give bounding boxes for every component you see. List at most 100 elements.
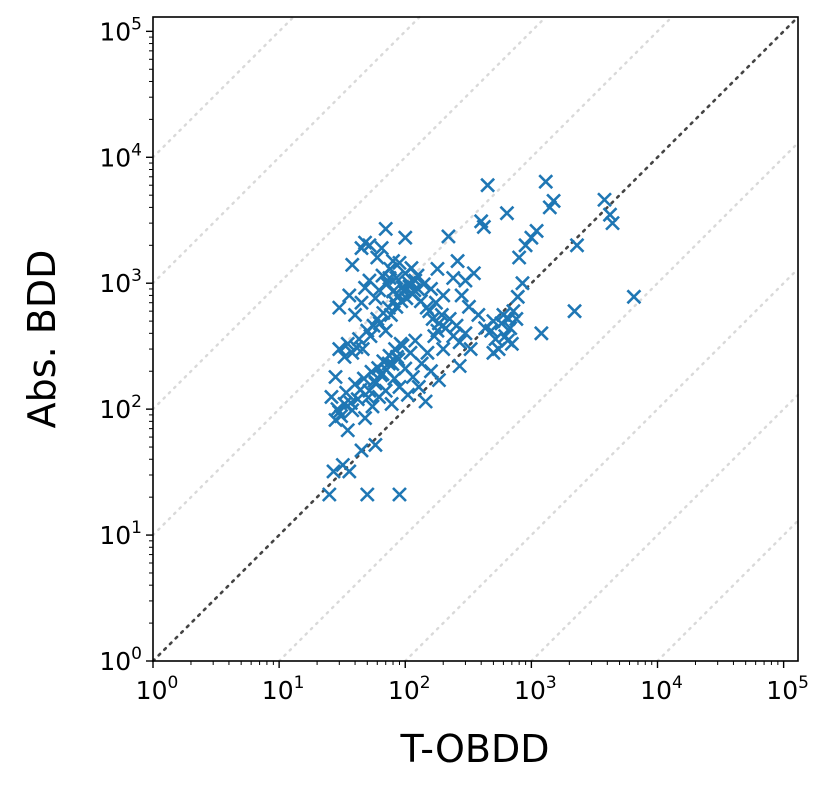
data-point-116 — [378, 221, 394, 237]
data-point-91 — [341, 287, 357, 303]
data-point-168 — [597, 192, 612, 208]
data-point-108 — [406, 282, 422, 298]
data-point-30 — [405, 369, 421, 385]
data-point-6 — [354, 443, 369, 458]
data-point-135 — [450, 253, 466, 269]
y-tick-label-2: 102 — [99, 392, 142, 424]
data-point-38 — [431, 372, 447, 388]
data-point-162 — [533, 325, 549, 341]
data-point-3 — [326, 464, 341, 479]
data-point-110 — [344, 257, 360, 273]
data-point-159 — [518, 237, 534, 253]
data-point-92 — [347, 307, 363, 323]
data-point-124 — [434, 307, 450, 323]
data-point-140 — [470, 307, 486, 323]
y-tick-label-0: 100 — [99, 644, 142, 676]
data-point-158 — [515, 275, 530, 291]
data-point-39 — [435, 341, 451, 357]
data-point-5 — [341, 464, 357, 479]
data-point-35 — [420, 345, 435, 361]
reference-line-1 — [530, 393, 800, 663]
reference-line-2 — [404, 267, 800, 663]
data-point-22 — [384, 396, 400, 412]
data-point-157 — [511, 250, 527, 265]
data-point-175 — [495, 307, 511, 323]
data-point-0 — [321, 487, 337, 502]
data-point-143 — [480, 177, 496, 193]
data-point-32 — [411, 379, 427, 395]
data-point-166 — [567, 303, 582, 319]
data-point-67 — [355, 341, 371, 357]
data-point-171 — [626, 289, 642, 305]
data-point-115 — [374, 240, 390, 256]
data-point-1 — [359, 487, 375, 502]
data-point-169 — [602, 207, 618, 223]
data-point-90 — [331, 300, 347, 316]
data-point-60 — [328, 369, 343, 385]
data-point-63 — [340, 336, 356, 352]
data-point-7 — [367, 437, 383, 453]
data-point-34 — [418, 394, 434, 409]
reference-line-6 — [151, 15, 421, 285]
data-point-121 — [425, 311, 441, 327]
data-point-134 — [445, 270, 461, 286]
data-point-96 — [367, 290, 383, 306]
data-point-152 — [502, 320, 518, 336]
data-point-74 — [378, 323, 394, 339]
data-point-117 — [385, 253, 401, 269]
x-tick-label-4: 104 — [640, 673, 683, 705]
data-point-59 — [393, 336, 409, 352]
data-point-139 — [466, 265, 482, 281]
data-point-129 — [452, 334, 468, 350]
data-point-41 — [330, 401, 345, 417]
data-point-173 — [458, 325, 473, 341]
data-point-109 — [410, 268, 425, 283]
data-point-163 — [538, 174, 554, 190]
y-axis-label: Abs. BDD — [20, 250, 64, 429]
reference-line-3 — [277, 141, 800, 663]
data-point-42 — [333, 408, 349, 424]
data-point-172 — [452, 358, 468, 374]
data-point-58 — [390, 352, 406, 367]
data-point-31 — [407, 333, 423, 349]
data-point-28 — [400, 387, 416, 403]
data-point-131 — [430, 261, 445, 277]
x-tick-label-3: 103 — [514, 673, 557, 705]
data-point-2 — [392, 487, 407, 502]
reference-line-7 — [151, 15, 295, 159]
x-tick-label-5: 105 — [766, 673, 809, 705]
data-point-165 — [546, 193, 562, 209]
data-point-156 — [510, 289, 526, 305]
y-tick-label-5: 105 — [99, 14, 142, 46]
identity-diagonal — [151, 15, 800, 663]
x-tick-label-0: 100 — [136, 673, 179, 705]
data-point-76 — [383, 307, 399, 323]
data-point-176 — [500, 333, 516, 349]
data-point-179 — [430, 323, 445, 339]
data-point-132 — [435, 287, 451, 303]
data-point-61 — [331, 341, 347, 357]
data-point-8 — [340, 422, 356, 438]
data-point-130 — [423, 281, 439, 297]
data-point-69 — [363, 328, 378, 344]
data-point-161 — [529, 223, 545, 239]
data-point-118 — [397, 230, 413, 246]
data-point-133 — [441, 229, 456, 244]
y-tick-label-4: 104 — [99, 140, 142, 172]
plot-frame — [152, 16, 799, 662]
data-point-48 — [360, 389, 376, 405]
data-point-101 — [385, 284, 401, 299]
data-point-88 — [416, 276, 432, 292]
data-point-40 — [324, 389, 339, 405]
data-point-155 — [508, 311, 524, 327]
x-axis-label: T-OBDD — [400, 727, 550, 771]
data-point-142 — [476, 219, 492, 235]
reference-line-0 — [656, 519, 800, 663]
reference-line-5 — [151, 15, 547, 411]
tick-labels: 100 101 102 103 104 105 100 101 102 103 104 105 — [99, 14, 809, 705]
data-point-62 — [337, 349, 352, 365]
data-point-174 — [463, 341, 479, 357]
data-point-119 — [382, 270, 397, 286]
data-point-136 — [454, 287, 470, 303]
